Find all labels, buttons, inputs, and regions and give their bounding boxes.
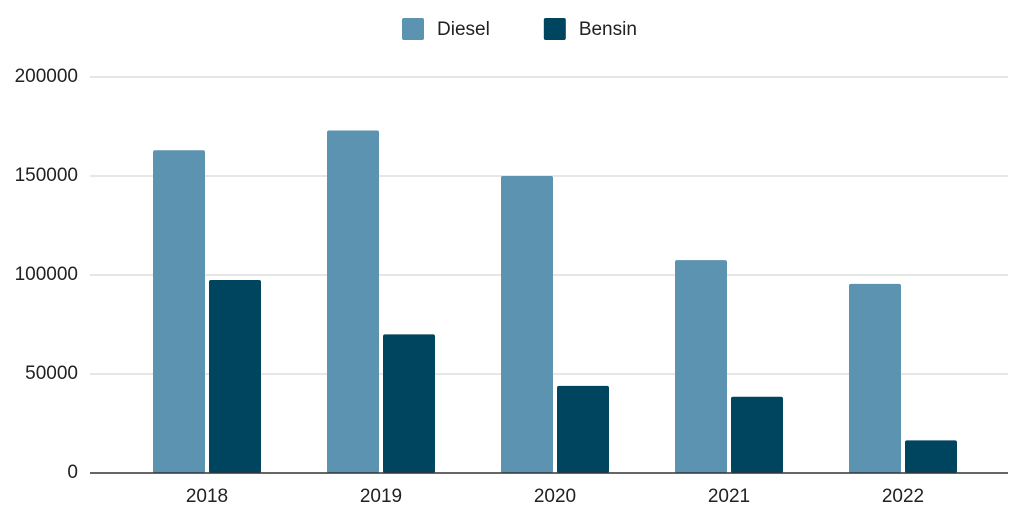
bar (501, 176, 553, 473)
bar (849, 283, 901, 473)
x-tick-label: 2021 (708, 486, 750, 505)
y-tick-label: 50000 (25, 363, 78, 384)
bar (209, 279, 261, 473)
legend-label: Diesel (437, 19, 490, 40)
bar (327, 130, 379, 473)
legend-swatch (543, 18, 566, 40)
y-tick-label: 150000 (15, 165, 78, 186)
bar (731, 396, 783, 473)
legend-swatch (402, 18, 424, 40)
bar (675, 260, 727, 473)
bar (383, 334, 435, 473)
y-tick-label: 200000 (15, 66, 78, 87)
legend-label: Bensin (579, 19, 637, 40)
y-tick-label: 0 (67, 462, 78, 483)
x-tick-label: 2020 (534, 486, 576, 505)
x-tick-label: 2022 (882, 486, 924, 505)
bar (153, 150, 205, 473)
x-tick-label: 2019 (360, 486, 402, 505)
bar (905, 440, 957, 473)
bar (557, 385, 609, 473)
y-tick-label: 100000 (15, 264, 78, 285)
x-tick-label: 2018 (186, 486, 228, 505)
